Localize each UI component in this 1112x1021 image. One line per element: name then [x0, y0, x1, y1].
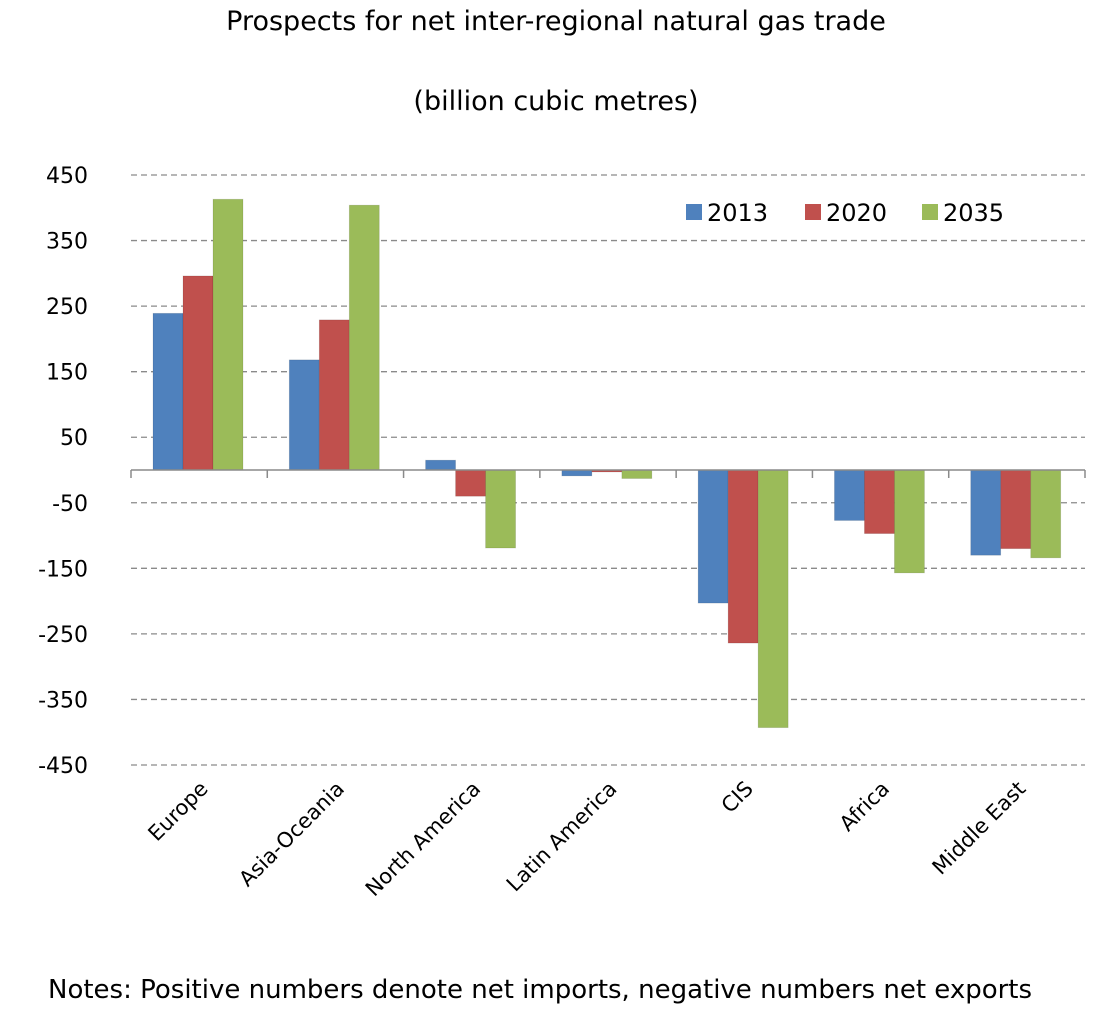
legend-swatch-2013	[686, 204, 702, 220]
legend-label-2013: 2013	[707, 199, 768, 227]
bar-2013-africa	[834, 469, 865, 521]
chart-title: Prospects for net inter-regional natural…	[226, 6, 886, 37]
y-tick-label: -450	[38, 754, 88, 779]
legend-swatch-2020	[805, 204, 821, 220]
bar-2013-cis	[697, 469, 729, 604]
y-tick-label: 350	[46, 230, 88, 255]
x-tick-label: North America	[361, 777, 485, 901]
bar-2020-africa	[864, 469, 895, 534]
bar-2020-middle-east	[1000, 469, 1032, 550]
y-tick-label: -150	[38, 557, 88, 582]
bar-2035-middle-east	[1030, 469, 1062, 559]
gridlines	[131, 174, 1085, 766]
bar-2013-middle-east	[970, 469, 1002, 556]
legend-label-2035: 2035	[943, 199, 1004, 227]
y-tick-label: -50	[52, 492, 88, 517]
y-tick-label: 150	[46, 361, 88, 386]
x-tick-label: Latin America	[502, 777, 622, 897]
bar-2013-asia-oceania	[288, 359, 320, 471]
legend-swatch-2035	[922, 204, 938, 220]
y-tick-label: -250	[38, 623, 88, 648]
bar-2035-europe	[212, 198, 244, 471]
bar-2013-latin-america	[561, 469, 593, 477]
bar-2020-europe	[182, 275, 214, 471]
chart-subtitle: (billion cubic metres)	[413, 86, 699, 117]
x-tick-label: Europe	[143, 777, 212, 846]
x-axis	[130, 469, 1086, 478]
bar-2013-europe	[152, 312, 184, 471]
chart-svg: 450 350 250 150 50 -50 -150 -250 -350 -450 Europe…	[38, 164, 1086, 901]
x-tick-label: Asia-Oceania	[234, 777, 349, 892]
legend: 2013 2020 2035	[686, 199, 1004, 227]
y-tick-label: 50	[60, 426, 88, 451]
bar-2013-north-america	[425, 459, 456, 471]
bars	[152, 198, 1062, 729]
y-tick-label: -350	[38, 688, 88, 713]
bar-2035-cis	[757, 469, 789, 729]
bar-2020-asia-oceania	[318, 319, 350, 471]
bar-2020-cis	[727, 469, 759, 644]
y-axis-ticks: 450 350 250 150 50 -50 -150 -250 -350 -450	[38, 164, 88, 779]
bar-2035-north-america	[485, 469, 516, 549]
bar-2035-asia-oceania	[348, 204, 380, 471]
legend-label-2020: 2020	[826, 199, 887, 227]
x-tick-label: CIS	[717, 777, 758, 818]
bar-2035-latin-america	[621, 469, 653, 479]
x-axis-labels: Europe Asia-Oceania North America Latin Ame…	[143, 777, 1030, 901]
chart-notes: Notes: Positive numbers denote net impor…	[48, 975, 1033, 1005]
x-tick-label: Africa	[835, 777, 894, 836]
bar-2020-north-america	[455, 469, 486, 497]
y-tick-label: 250	[46, 295, 88, 320]
bar-2035-africa	[894, 469, 925, 574]
y-tick-label: 450	[46, 164, 88, 189]
x-tick-label: Middle East	[928, 777, 1031, 880]
